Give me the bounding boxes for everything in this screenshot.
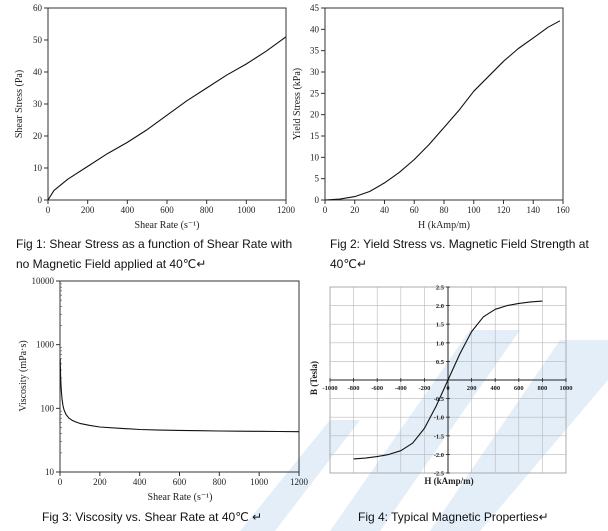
- y-tick-label: -1.5: [434, 433, 445, 440]
- x-tick-label: 600: [173, 477, 187, 487]
- y-tick-label: 20: [310, 110, 320, 120]
- y-axis-label: Yield Stress (kPa): [292, 68, 303, 140]
- y-tick-label: 45: [310, 3, 320, 13]
- x-axis-label: Shear Rate (s⁻¹): [148, 492, 213, 503]
- x-tick-label: 800: [213, 477, 227, 487]
- y-tick-label: 30: [33, 99, 43, 109]
- y-tick-label: 40: [33, 67, 43, 77]
- x-tick-label: 1000: [237, 205, 256, 215]
- x-axis-label: H (kAmp/m): [424, 476, 473, 486]
- x-tick-label: 1200: [277, 205, 296, 215]
- y-tick-label: 40: [310, 24, 320, 34]
- series-line: [324, 20, 561, 201]
- x-tick-label: 200: [467, 385, 477, 392]
- y-tick-label: 100: [41, 403, 55, 413]
- y-tick-label: 20: [33, 131, 43, 141]
- y-tick-label: 1.5: [436, 322, 445, 329]
- x-tick-label: 120: [497, 205, 511, 215]
- x-tick-label: 0: [46, 205, 51, 215]
- x-tick-label: 600: [160, 205, 174, 215]
- y-tick-label: 10: [33, 163, 43, 173]
- x-tick-label: -400: [395, 385, 407, 392]
- y-tick-label: 10000: [32, 276, 55, 286]
- figure-3-caption: Fig 3: Viscosity vs. Shear Rate at 40℃ ↵: [42, 510, 263, 524]
- x-tick-label: 400: [133, 477, 147, 487]
- figure-4-caption: Fig 4: Typical Magnetic Properties↵: [358, 510, 549, 524]
- y-tick-label: 2.0: [436, 303, 444, 310]
- x-tick-label: 160: [556, 205, 570, 215]
- y-tick-label: 30: [310, 67, 320, 77]
- x-tick-label: -600: [371, 385, 383, 392]
- y-tick-label: 25: [310, 88, 320, 98]
- x-tick-label: 800: [538, 385, 548, 392]
- y-axis-label: B (Tesla): [309, 361, 319, 395]
- x-tick-label: -1000: [322, 385, 337, 392]
- x-tick-label: 1200: [290, 477, 309, 487]
- series-line: [47, 36, 287, 201]
- y-axis-label: Viscosity (mPa·s): [18, 340, 29, 411]
- x-tick-label: 0: [323, 205, 328, 215]
- y-tick-label: 2.5: [436, 285, 445, 292]
- y-tick-label: 35: [310, 46, 320, 56]
- y-tick-label: 0: [38, 195, 43, 205]
- x-tick-label: 140: [527, 205, 541, 215]
- y-tick-label: 1.0: [436, 340, 444, 347]
- y-tick-label: 1000: [36, 340, 55, 350]
- y-tick-label: 0: [315, 195, 320, 205]
- y-tick-label: 0.5: [436, 359, 445, 366]
- series-line: [59, 358, 300, 433]
- x-tick-label: 200: [81, 205, 95, 215]
- x-tick-label: 60: [410, 205, 420, 215]
- y-tick-label: 60: [33, 3, 43, 13]
- x-tick-label: 800: [200, 205, 214, 215]
- x-tick-label: 40: [380, 205, 390, 215]
- y-axis-label: Shear Stress (Pa): [14, 70, 25, 138]
- y-tick-label: 5: [315, 174, 320, 184]
- series-line: [353, 300, 543, 460]
- x-tick-label: 80: [440, 205, 450, 215]
- y-tick-label: 10: [45, 467, 55, 477]
- x-axis-label: H (kAmp/m): [418, 220, 470, 231]
- y-tick-label: 15: [310, 131, 320, 141]
- x-tick-label: 400: [121, 205, 135, 215]
- y-tick-label: -1.0: [434, 415, 444, 422]
- x-tick-label: -800: [348, 385, 360, 392]
- x-tick-label: 0: [58, 477, 63, 487]
- x-tick-label: 1000: [560, 385, 573, 392]
- figure-1-caption: Fig 1: Shear Stress as a function of She…: [16, 237, 293, 271]
- x-tick-label: 600: [514, 385, 524, 392]
- y-tick-label: 10: [310, 152, 320, 162]
- y-tick-label: -2.5: [434, 471, 445, 478]
- y-tick-label: 50: [33, 35, 43, 45]
- x-tick-label: 100: [467, 205, 481, 215]
- x-tick-label: 1000: [250, 477, 269, 487]
- x-tick-label: 20: [350, 205, 360, 215]
- x-tick-label: 0: [446, 385, 449, 392]
- x-axis-label: Shear Rate (s⁻¹): [135, 220, 200, 231]
- y-tick-label: -2.0: [434, 452, 444, 459]
- x-tick-label: 200: [93, 477, 107, 487]
- figure-2-caption: Fig 2: Yield Stress vs. Magnetic Field S…: [330, 237, 589, 271]
- x-tick-label: -200: [418, 385, 430, 392]
- x-tick-label: 400: [490, 385, 500, 392]
